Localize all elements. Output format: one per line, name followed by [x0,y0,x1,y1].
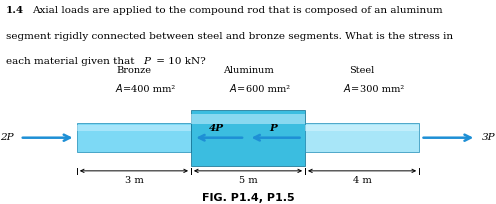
Bar [77,125,191,131]
Bar [305,123,419,152]
Text: 400 mm²: 400 mm² [131,85,176,94]
Text: 2P: 2P [0,133,14,142]
Bar [305,125,419,131]
Text: 600 mm²: 600 mm² [246,85,290,94]
Bar [191,114,305,124]
Text: Steel: Steel [350,66,374,75]
Text: FIG. P1.4, P1.5: FIG. P1.4, P1.5 [202,193,294,203]
Bar [77,123,191,152]
Text: Bronze: Bronze [117,66,151,75]
Text: P: P [143,57,150,66]
Text: $A$=: $A$= [343,82,360,94]
Text: segment rigidly connected between steel and bronze segments. What is the stress : segment rigidly connected between steel … [6,32,453,41]
Text: Axial loads are applied to the compound rod that is composed of an aluminum: Axial loads are applied to the compound … [32,6,443,15]
Text: 1.4: 1.4 [6,6,24,15]
Text: 4P: 4P [208,124,224,133]
Text: P: P [269,124,277,133]
Text: $A$=: $A$= [229,82,246,94]
Text: 5 m: 5 m [239,176,257,185]
Bar [191,110,305,166]
Text: 300 mm²: 300 mm² [360,85,404,94]
Text: $A$=: $A$= [115,82,131,94]
Text: each material given that: each material given that [6,57,138,66]
Text: Aluminum: Aluminum [223,66,273,75]
Text: 3P: 3P [482,133,496,142]
Text: 3 m: 3 m [124,176,143,185]
Text: = 10 kN?: = 10 kN? [153,57,205,66]
Text: 4 m: 4 m [353,176,372,185]
